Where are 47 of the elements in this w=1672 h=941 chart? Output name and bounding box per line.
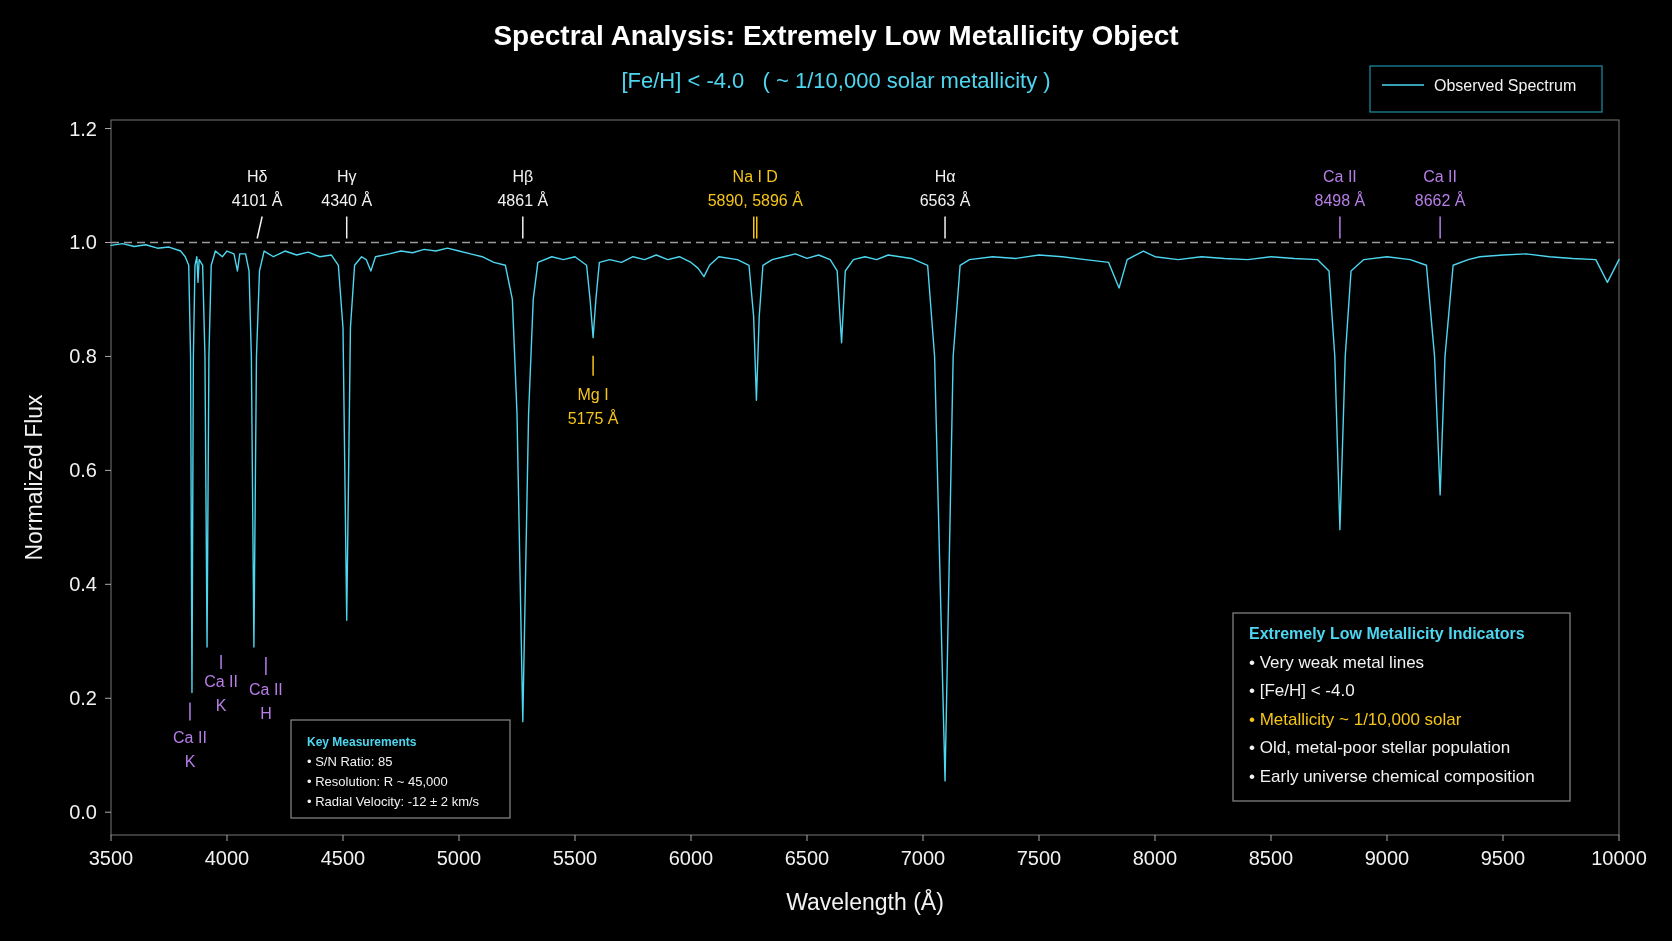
annotation: Ca II K <box>173 728 207 770</box>
annotation: Ca II K <box>204 672 238 714</box>
annotation: • Metallicity ~ 1/10,000 solar <box>1249 709 1462 729</box>
annotation: Hα 6563 Å <box>919 168 971 210</box>
annotation: Ca II H <box>249 680 283 722</box>
x-tick-label: 6500 <box>784 847 830 869</box>
chart-title: Spectral Analysis: Extremely Low Metallicity Object <box>493 20 1179 51</box>
annotation: Hγ 4340 Å <box>321 168 373 210</box>
x-tick-label: 6000 <box>668 847 714 869</box>
x-axis-title: Wavelength (Å) <box>786 888 944 915</box>
x-tick-label: 4000 <box>204 847 250 869</box>
y-tick-label: 0.6 <box>69 459 97 482</box>
x-tick-label: 3500 <box>88 847 134 869</box>
annotation: Ca II 8662 Å <box>1414 168 1466 210</box>
x-tick-label: 7500 <box>1016 847 1062 869</box>
legend-label: Observed Spectrum <box>1434 77 1577 94</box>
x-tick-label: 8500 <box>1248 847 1294 869</box>
y-tick-label: 0.2 <box>69 687 97 710</box>
x-tick-label: 7000 <box>900 847 946 869</box>
x-tick-label: 10000 <box>1591 847 1647 869</box>
x-tick-label: 5500 <box>552 847 598 869</box>
annotation: Mg I 5175 Å <box>567 385 619 427</box>
annotation: • S/N Ratio: 85 <box>307 754 393 769</box>
annotation: Hδ 4101 Å <box>231 168 283 210</box>
annotation: • [Fe/H] < -4.0 <box>1249 681 1355 700</box>
annotation: • Radial Velocity: -12 ± 2 km/s <box>307 794 480 809</box>
annotation: • Early universe chemical composition <box>1249 766 1535 786</box>
x-tick-label: 5000 <box>436 847 482 869</box>
annotation: Ca II 8498 Å <box>1314 168 1366 210</box>
annotation: Extremely Low Metallicity Indicators <box>1249 625 1525 642</box>
annotation: Hβ 4861 Å <box>497 168 549 210</box>
y-tick-label: 1.2 <box>69 117 97 140</box>
y-tick-label: 0.8 <box>69 345 97 368</box>
x-tick-label: 9500 <box>1480 847 1526 869</box>
y-tick-label: 0.0 <box>69 801 97 824</box>
annotation: • Very weak metal lines <box>1249 652 1425 672</box>
x-tick-label: 9000 <box>1364 847 1410 869</box>
chart-subtitle: [Fe/H] < -4.0 ( ~ 1/10,000 solar metallicity ) <box>621 68 1051 93</box>
annotation: • Old, metal-poor stellar population <box>1249 738 1511 757</box>
x-tick-label: 4500 <box>320 847 366 869</box>
y-tick-label: 0.4 <box>69 573 97 596</box>
annotation: Key Measurements <box>307 735 417 749</box>
annotation: Na I D 5890, 5896 Å <box>707 168 804 210</box>
y-tick-label: 1.0 <box>69 231 97 254</box>
annotation: • Resolution: R ~ 45,000 <box>307 774 448 789</box>
x-tick-label: 8000 <box>1132 847 1178 869</box>
y-axis-title: Normalized Flux <box>21 393 47 561</box>
